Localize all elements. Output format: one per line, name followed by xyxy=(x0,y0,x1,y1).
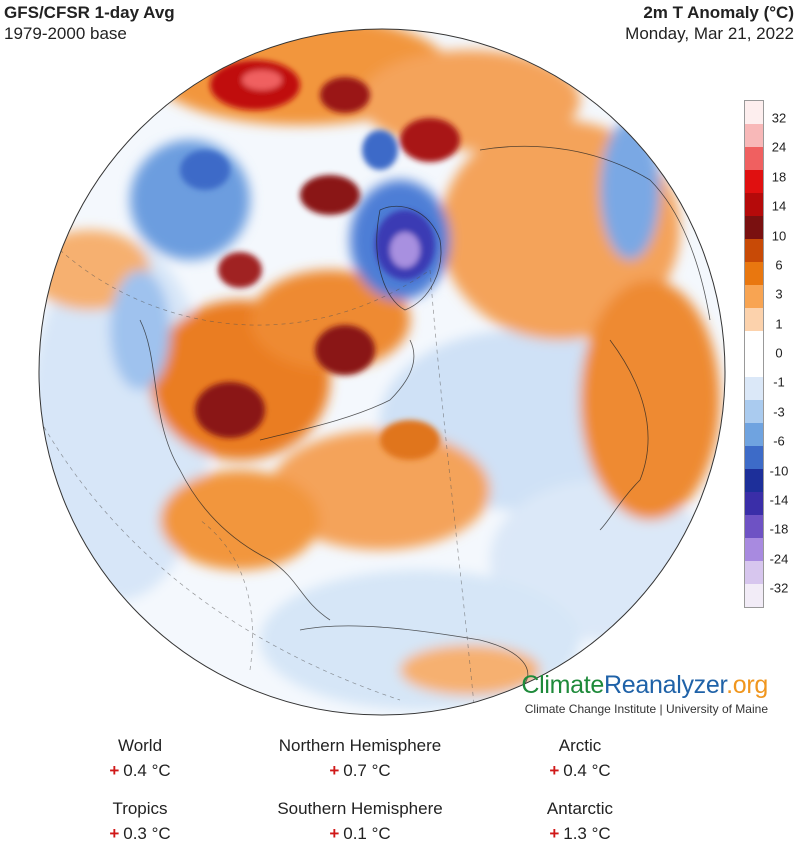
model-title: GFS/CFSR 1-day Avg xyxy=(4,3,175,22)
legend-swatch xyxy=(745,492,763,515)
brand-logo-text[interactable]: ClimateReanalyzer.org xyxy=(521,670,768,700)
legend-swatch xyxy=(745,584,763,607)
globe-outline xyxy=(38,28,726,716)
legend-label: 1 xyxy=(775,316,783,332)
legend-swatch xyxy=(745,193,763,216)
legend-swatch xyxy=(745,469,763,492)
stat-value: 0.7 °C xyxy=(343,761,391,780)
legend-swatch xyxy=(745,331,763,354)
legend-swatch xyxy=(745,377,763,400)
brand-name-part3: .org xyxy=(726,671,768,699)
legend-labels: 32 24 18 14 10 6 3 1 0 -1 -3 -6 -10 -14 -18 -24 -32 xyxy=(764,100,798,606)
legend-label: -3 xyxy=(773,404,785,420)
brand-name-part2: Reanalyzer xyxy=(604,671,727,699)
brand-affiliation: Climate Change Institute | University of… xyxy=(524,702,768,716)
legend-swatch xyxy=(745,239,763,262)
legend-swatch xyxy=(745,400,763,423)
legend-label: 14 xyxy=(771,198,787,214)
legend-label: 3 xyxy=(775,286,783,302)
anomaly-field xyxy=(39,29,720,715)
legend-label: -18 xyxy=(769,521,789,537)
stat-label: Antarctic xyxy=(546,799,614,818)
legend-swatch xyxy=(745,216,763,239)
variable-title: 2m T Anomaly (°C) xyxy=(643,3,794,22)
legend-swatch xyxy=(745,561,763,584)
title-block-left: GFS/CFSR 1-day Avg 1979-2000 base xyxy=(4,2,175,44)
legend-swatch xyxy=(745,101,763,124)
legend-label: 6 xyxy=(775,257,783,273)
stat-label: Tropics xyxy=(112,799,168,818)
stat-label: Northern Hemisphere xyxy=(278,736,442,755)
legend-label: -10 xyxy=(769,463,789,478)
stat-northern-hemisphere: Northern Hemisphere +0.7 °C xyxy=(240,735,480,782)
legend-label: -14 xyxy=(769,492,789,508)
legend-label: -1 xyxy=(773,374,785,390)
stat-sign: + xyxy=(329,824,340,843)
legend-label: -32 xyxy=(769,580,789,596)
brand-name-part1: Climate xyxy=(521,671,605,699)
stat-sign: + xyxy=(549,824,560,843)
stat-value: 0.3 °C xyxy=(123,824,171,843)
legend-swatch xyxy=(745,170,763,193)
stat-value: 0.1 °C xyxy=(343,824,391,843)
legend-swatch xyxy=(745,124,763,147)
globe-map xyxy=(38,28,726,716)
stat-sign: + xyxy=(109,761,120,780)
legend-swatch xyxy=(745,515,763,538)
stat-sign: + xyxy=(329,761,340,780)
color-legend: 32 24 18 14 10 6 3 1 0 -1 -3 -6 -10 -14 -18 -24 -32 xyxy=(744,100,800,610)
stat-arctic: Arctic +0.4 °C xyxy=(460,735,700,782)
stat-label: Southern Hemisphere xyxy=(277,799,443,818)
legend-swatch xyxy=(745,423,763,446)
legend-swatch xyxy=(745,285,763,308)
legend-swatch xyxy=(745,446,763,469)
stat-label: World xyxy=(117,736,163,755)
legend-color-bar xyxy=(744,100,764,608)
stat-southern-hemisphere: Southern Hemisphere +0.1 °C xyxy=(240,798,480,845)
stat-sign: + xyxy=(549,761,560,780)
legend-label: 0 xyxy=(775,345,783,361)
stat-value: 0.4 °C xyxy=(563,761,611,780)
stat-label: Arctic xyxy=(558,736,602,755)
stat-value: 1.3 °C xyxy=(563,824,611,843)
stat-sign: + xyxy=(109,824,120,843)
legend-swatch xyxy=(745,308,763,331)
stat-tropics: Tropics +0.3 °C xyxy=(20,798,260,845)
legend-label: 24 xyxy=(771,139,787,155)
date-label: Monday, Mar 21, 2022 xyxy=(625,24,794,43)
stat-world: World +0.4 °C xyxy=(20,735,260,782)
stat-antarctic: Antarctic +1.3 °C xyxy=(460,798,700,845)
legend-label: -24 xyxy=(769,551,789,567)
stats-panel: World +0.4 °C Northern Hemisphere +0.7 °… xyxy=(0,735,800,846)
title-block-right: 2m T Anomaly (°C) Monday, Mar 21, 2022 xyxy=(625,2,794,44)
legend-swatch xyxy=(745,538,763,561)
stat-value: 0.4 °C xyxy=(123,761,171,780)
legend-swatch xyxy=(745,147,763,170)
legend-label: 10 xyxy=(771,228,787,243)
legend-swatch xyxy=(745,262,763,285)
legend-label: 32 xyxy=(771,110,787,126)
legend-label: 18 xyxy=(771,169,787,185)
legend-label: -6 xyxy=(773,433,785,449)
legend-swatch xyxy=(745,354,763,377)
baseline-label: 1979-2000 base xyxy=(4,24,127,43)
branding: ClimateReanalyzer.org Climate Change Ins… xyxy=(521,670,768,716)
